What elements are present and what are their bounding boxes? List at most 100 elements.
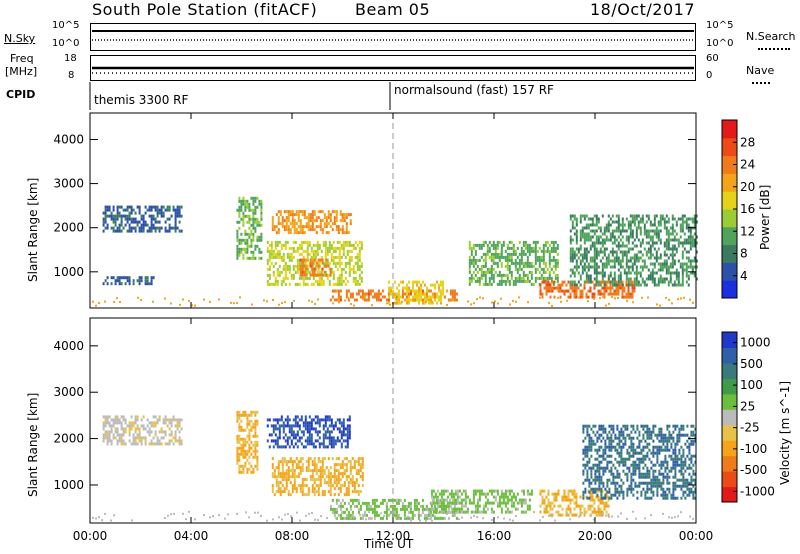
data-cell-1-3: [285, 472, 288, 476]
data-cell-0-10: [569, 274, 572, 278]
data-cell-1-7: [652, 445, 655, 449]
data-cell-0-4: [268, 273, 271, 277]
data-cell-0-4: [302, 249, 305, 253]
data-cell-1-0: [152, 421, 155, 425]
data-cell-0-4: [282, 264, 285, 268]
data-cell-0-0: [160, 208, 163, 212]
data-cell-0-8: [546, 246, 549, 250]
data-cell-1-4: [375, 510, 378, 514]
data-cell-1-7: [582, 430, 585, 434]
data-cell-1-5: [482, 504, 485, 508]
data-cell-0-10: [583, 238, 586, 242]
data-cell-1-3: [301, 457, 304, 461]
data-cell-0-9: [605, 283, 608, 287]
data-cell-1-1: [256, 410, 259, 414]
data-cell-1-0: [114, 418, 117, 422]
data-cell-1-7: [646, 496, 649, 500]
data-cell-0-6: [379, 298, 382, 302]
data-cell-0-10: [695, 259, 698, 263]
data-cell-0-3: [325, 225, 328, 229]
data-cell-1-7: [666, 463, 669, 467]
data-cell-0-10: [649, 277, 652, 281]
data-cell-0-9: [609, 283, 612, 287]
data-cell-0-10: [595, 262, 598, 266]
data-cell-1-6: [545, 510, 548, 514]
data-cell-0-8: [548, 270, 551, 274]
data-cell-0-10: [675, 238, 678, 242]
data-cell-1-6: [589, 492, 592, 496]
data-cell-0-10: [653, 214, 656, 218]
data-cell-0-10: [595, 229, 598, 233]
data-cell-0-10: [661, 262, 664, 266]
data-cell-0-6: [367, 292, 370, 296]
data-cell-1-2: [316, 418, 319, 422]
data-cell-1-1: [254, 434, 257, 438]
data-cell-0-4: [286, 264, 289, 268]
data-cell-0-9: [621, 289, 624, 293]
data-cell-1-1: [238, 455, 241, 459]
data-cell-0-10: [687, 277, 690, 281]
data-cell-1-6: [605, 492, 608, 496]
data-cell-1-3: [355, 460, 358, 464]
data-cell-1-7: [638, 445, 641, 449]
data-cell-0-8: [542, 276, 545, 280]
data-cell-1-6: [593, 510, 596, 514]
ground-scatter-0: [605, 304, 607, 307]
data-cell-1-5: [502, 498, 505, 502]
data-cell-1-7: [610, 424, 613, 428]
data-cell-0-0: [170, 214, 173, 218]
data-cell-1-5: [460, 501, 463, 505]
data-cell-1-7: [652, 451, 655, 455]
data-cell-0-10: [693, 217, 696, 221]
data-cell-0-6: [367, 289, 370, 293]
data-cell-1-6: [561, 513, 564, 517]
data-cell-1-4: [403, 510, 406, 514]
data-cell-1-2: [322, 439, 325, 443]
data-cell-1-7: [656, 436, 659, 440]
data-cell-0-5: [329, 270, 332, 274]
data-cell-0-10: [615, 259, 618, 263]
data-cell-0-8: [538, 261, 541, 265]
data-cell-0-4: [314, 243, 317, 247]
data-cell-0-8: [518, 276, 521, 280]
data-cell-0-10: [591, 265, 594, 269]
data-cell-1-2: [326, 445, 329, 449]
data-cell-1-5: [522, 510, 525, 514]
data-cell-0-8: [484, 264, 487, 268]
data-cell-1-3: [361, 475, 364, 479]
data-cell-1-4: [351, 501, 354, 505]
data-cell-0-7: [402, 280, 404, 284]
data-cell-1-1: [242, 470, 245, 474]
data-cell-1-3: [321, 466, 324, 470]
data-cell-0-7: [408, 280, 410, 284]
data-cell-0-10: [649, 247, 652, 251]
data-cell-0-7: [390, 286, 392, 290]
data-cell-0-10: [629, 232, 632, 236]
data-cell-0-6: [385, 298, 388, 302]
data-cell-1-3: [313, 466, 316, 470]
data-cell-1-3: [347, 460, 350, 464]
data-cell-1-7: [592, 487, 595, 491]
data-cell-1-5: [520, 489, 523, 493]
data-cell-0-6: [357, 289, 360, 293]
data-cell-0-4: [268, 255, 271, 259]
data-cell-1-2: [288, 445, 291, 449]
data-cell-1-7: [616, 424, 619, 428]
data-cell-1-3: [323, 481, 326, 485]
data-cell-0-2: [240, 205, 243, 209]
data-cell-1-4: [341, 504, 344, 508]
data-cell-1-7: [626, 451, 629, 455]
data-cell-0-0: [114, 214, 117, 218]
data-cell-0-4: [358, 264, 361, 268]
data-cell-0-9: [545, 292, 548, 296]
data-cell-0-9: [585, 295, 588, 299]
data-cell-0-2: [242, 202, 245, 206]
data-cell-0-8: [546, 267, 549, 271]
data-cell-0-10: [653, 241, 656, 245]
data-cell-0-1: [106, 282, 109, 286]
data-cell-0-4: [276, 240, 279, 244]
data-cell-0-10: [587, 238, 590, 242]
data-cell-1-7: [654, 475, 657, 479]
ground-scatter-0: [476, 298, 478, 301]
data-cell-0-2: [248, 208, 251, 212]
